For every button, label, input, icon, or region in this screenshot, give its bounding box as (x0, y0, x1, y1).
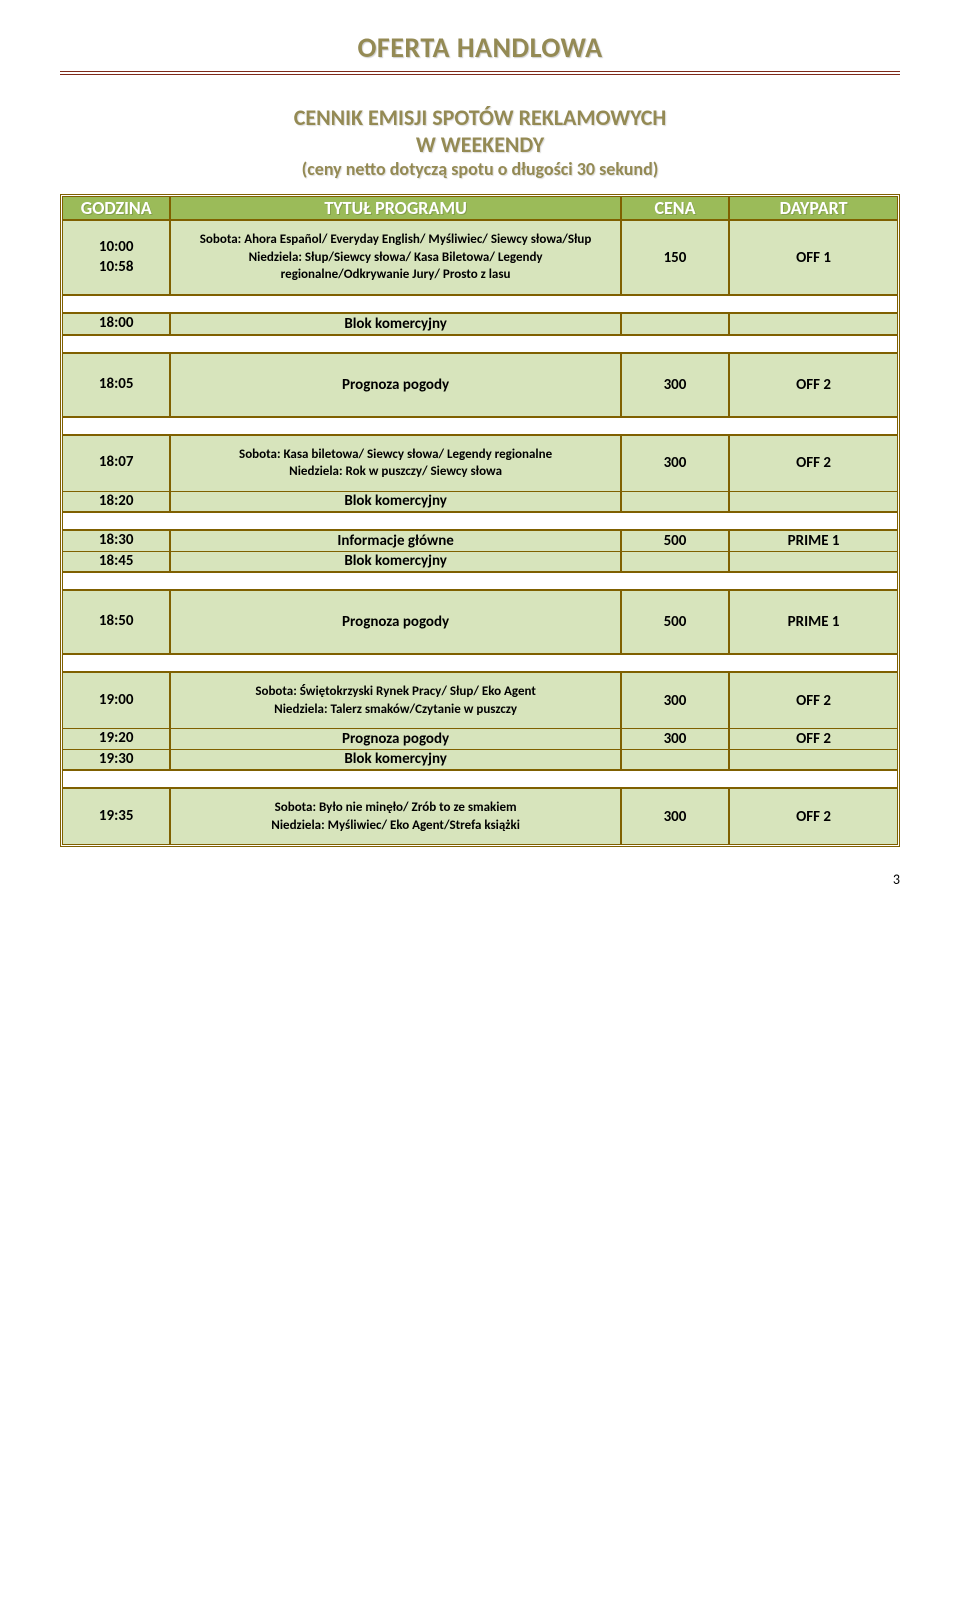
cell-daypart: OFF 2 (730, 673, 897, 728)
cell-empty (622, 491, 730, 512)
row-separator (63, 416, 897, 436)
cell-price: 150 (622, 221, 730, 294)
page-number: 3 (60, 871, 900, 888)
cell-empty (622, 749, 730, 770)
cell-daypart: PRIME 1 (730, 531, 897, 551)
cell-empty (730, 491, 897, 512)
cell-empty (622, 551, 730, 572)
cell-program: Prognoza pogody (171, 728, 621, 749)
table-row: 19:35 Sobota: Było nie minęło/ Zrób to z… (63, 789, 897, 844)
cell-program: Sobota: Ahora Español/ Everyday English/… (171, 221, 621, 294)
cell-price: 300 (622, 789, 730, 844)
cell-time: 19:30 (63, 749, 171, 770)
cell-program: Sobota: Kasa biletowa/ Siewcy słowa/ Leg… (171, 436, 621, 491)
cell-empty (622, 314, 730, 334)
header-program: TYTUŁ PROGRAMU (171, 197, 621, 221)
schedule-table: GODZINA TYTUŁ PROGRAMU CENA DAYPART 10:0… (60, 194, 900, 847)
header-price: CENA (622, 197, 730, 221)
cell-time: 19:00 (63, 673, 171, 728)
cell-program: Sobota: Było nie minęło/ Zrób to ze smak… (171, 789, 621, 844)
cell-price: 300 (622, 728, 730, 749)
cell-time: 18:20 (63, 491, 171, 512)
table-row: 19:00 Sobota: Świętokrzyski Rynek Pracy/… (63, 673, 897, 769)
cell-program: Sobota: Świętokrzyski Rynek Pracy/ Słup/… (171, 673, 621, 728)
cell-time: 18:00 (63, 314, 171, 334)
table-row: 18:50 Prognoza pogody 500 PRIME 1 (63, 591, 897, 653)
cell-daypart: OFF 2 (730, 728, 897, 749)
header-daypart: DAYPART (730, 197, 897, 221)
row-separator (63, 769, 897, 789)
row-separator (63, 294, 897, 314)
title-divider (60, 71, 900, 75)
time-value: 10:58 (63, 258, 169, 278)
cell-price: 300 (622, 436, 730, 491)
cell-program: Blok komercyjny (171, 314, 621, 334)
cell-time: 10:00 10:58 (63, 221, 171, 294)
cell-empty (730, 551, 897, 572)
table-row: 10:00 10:58 Sobota: Ahora Español/ Every… (63, 221, 897, 294)
cell-daypart: OFF 2 (730, 436, 897, 491)
header-time: GODZINA (63, 197, 171, 221)
section-note: (ceny netto dotyczą spotu o długości 30 … (60, 158, 900, 180)
row-separator (63, 571, 897, 591)
table-row: 18:00 Blok komercyjny (63, 314, 897, 334)
cell-time: 18:50 (63, 591, 171, 653)
cell-time: 18:45 (63, 551, 171, 572)
cell-daypart: OFF 2 (730, 354, 897, 416)
cell-price: 500 (622, 531, 730, 551)
table-row: 18:05 Prognoza pogody 300 OFF 2 (63, 354, 897, 416)
time-value: 10:00 (63, 238, 169, 258)
cell-empty (730, 749, 897, 770)
cell-price: 300 (622, 673, 730, 728)
table-row: 18:30 Informacje główne 500 PRIME 1 18:4… (63, 531, 897, 571)
row-separator (63, 511, 897, 531)
table-row: 18:07 Sobota: Kasa biletowa/ Siewcy słow… (63, 436, 897, 512)
cell-price: 300 (622, 354, 730, 416)
cell-time: 18:30 (63, 531, 171, 551)
page-title: OFERTA HANDLOWA (60, 30, 900, 65)
cell-program: Blok komercyjny (171, 491, 621, 512)
table-header-row: GODZINA TYTUŁ PROGRAMU CENA DAYPART (63, 197, 897, 221)
section-title-line2: W WEEKENDY (60, 131, 900, 158)
cell-price: 500 (622, 591, 730, 653)
cell-empty (730, 314, 897, 334)
cell-program: Informacje główne (171, 531, 621, 551)
cell-program: Prognoza pogody (171, 591, 621, 653)
cell-time: 18:05 (63, 354, 171, 416)
cell-time: 19:35 (63, 789, 171, 844)
row-separator (63, 334, 897, 354)
section-title-line1: CENNIK EMISJI SPOTÓW REKLAMOWYCH (60, 105, 900, 131)
cell-daypart: OFF 2 (730, 789, 897, 844)
cell-program: Blok komercyjny (171, 551, 621, 572)
cell-program: Blok komercyjny (171, 749, 621, 770)
cell-time: 19:20 (63, 728, 171, 749)
cell-program: Prognoza pogody (171, 354, 621, 416)
cell-daypart: PRIME 1 (730, 591, 897, 653)
row-separator (63, 653, 897, 673)
cell-daypart: OFF 1 (730, 221, 897, 294)
cell-time: 18:07 (63, 436, 171, 491)
